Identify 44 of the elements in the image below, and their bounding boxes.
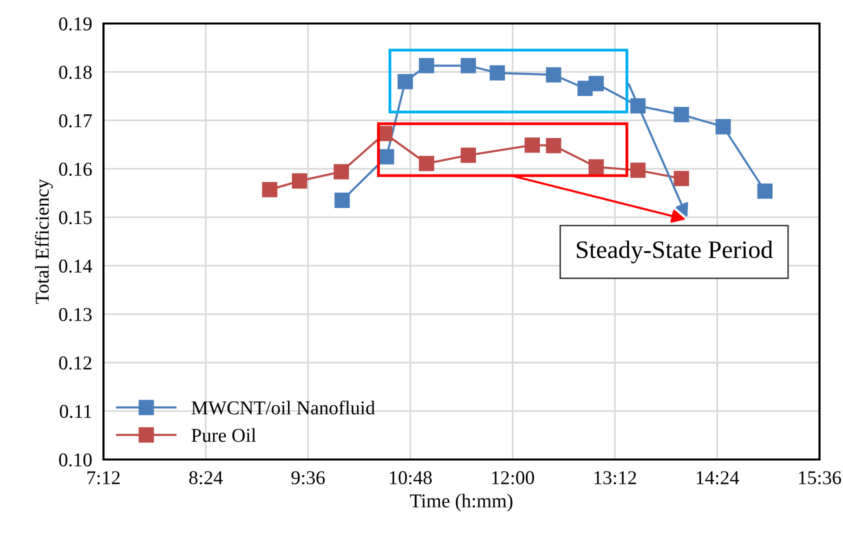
x-tick-label: 8:24	[189, 471, 223, 484]
y-tick-label: 0.15	[59, 211, 92, 224]
point	[334, 164, 349, 180]
x-axis-title: Time (h:mm)	[410, 494, 512, 512]
point	[292, 173, 308, 189]
point	[398, 74, 413, 90]
y-tick-label: 0.19	[59, 17, 92, 31]
y-axis-title: Total Efficiency	[34, 178, 53, 304]
point	[546, 138, 562, 154]
point	[524, 137, 540, 153]
y-tick-label: 0.14	[59, 260, 92, 273]
y-tick-label: 0.10	[59, 453, 92, 467]
point	[262, 182, 278, 198]
y-tick-label: 0.17	[59, 114, 92, 128]
x-tick-label: 13:12	[594, 471, 636, 484]
point	[460, 58, 476, 74]
y-tick-label: 0.11	[60, 404, 92, 418]
point	[674, 170, 690, 186]
x-tick-label: 12:00	[492, 471, 534, 484]
point	[378, 149, 394, 164]
point	[588, 159, 604, 175]
point	[588, 76, 604, 92]
annotation: Steady-State Period	[576, 240, 773, 264]
point	[334, 192, 350, 208]
point	[716, 119, 731, 134]
point	[490, 65, 505, 81]
point	[757, 183, 773, 199]
point	[418, 58, 434, 74]
y-tick-label: 0.18	[59, 66, 92, 79]
x-tick-label: 14:24	[696, 471, 740, 484]
x-tick-label: 9:36	[291, 471, 325, 484]
point	[460, 148, 476, 163]
y-tick-label: 0.12	[59, 356, 92, 370]
y-tick-label: 0.13	[59, 308, 92, 322]
point	[630, 162, 646, 178]
x-tick-label: 7:12	[88, 471, 120, 484]
point	[546, 67, 562, 82]
legend-label: Pure Oil	[192, 428, 256, 442]
x-tick-label: 10:48	[390, 471, 432, 484]
y-tick-label: 0.16	[59, 162, 92, 176]
point	[418, 156, 434, 172]
legend-label: MWCNT/oil Nanofluid	[192, 400, 375, 415]
point	[674, 106, 690, 122]
x-tick-label: 15:36	[799, 471, 842, 484]
